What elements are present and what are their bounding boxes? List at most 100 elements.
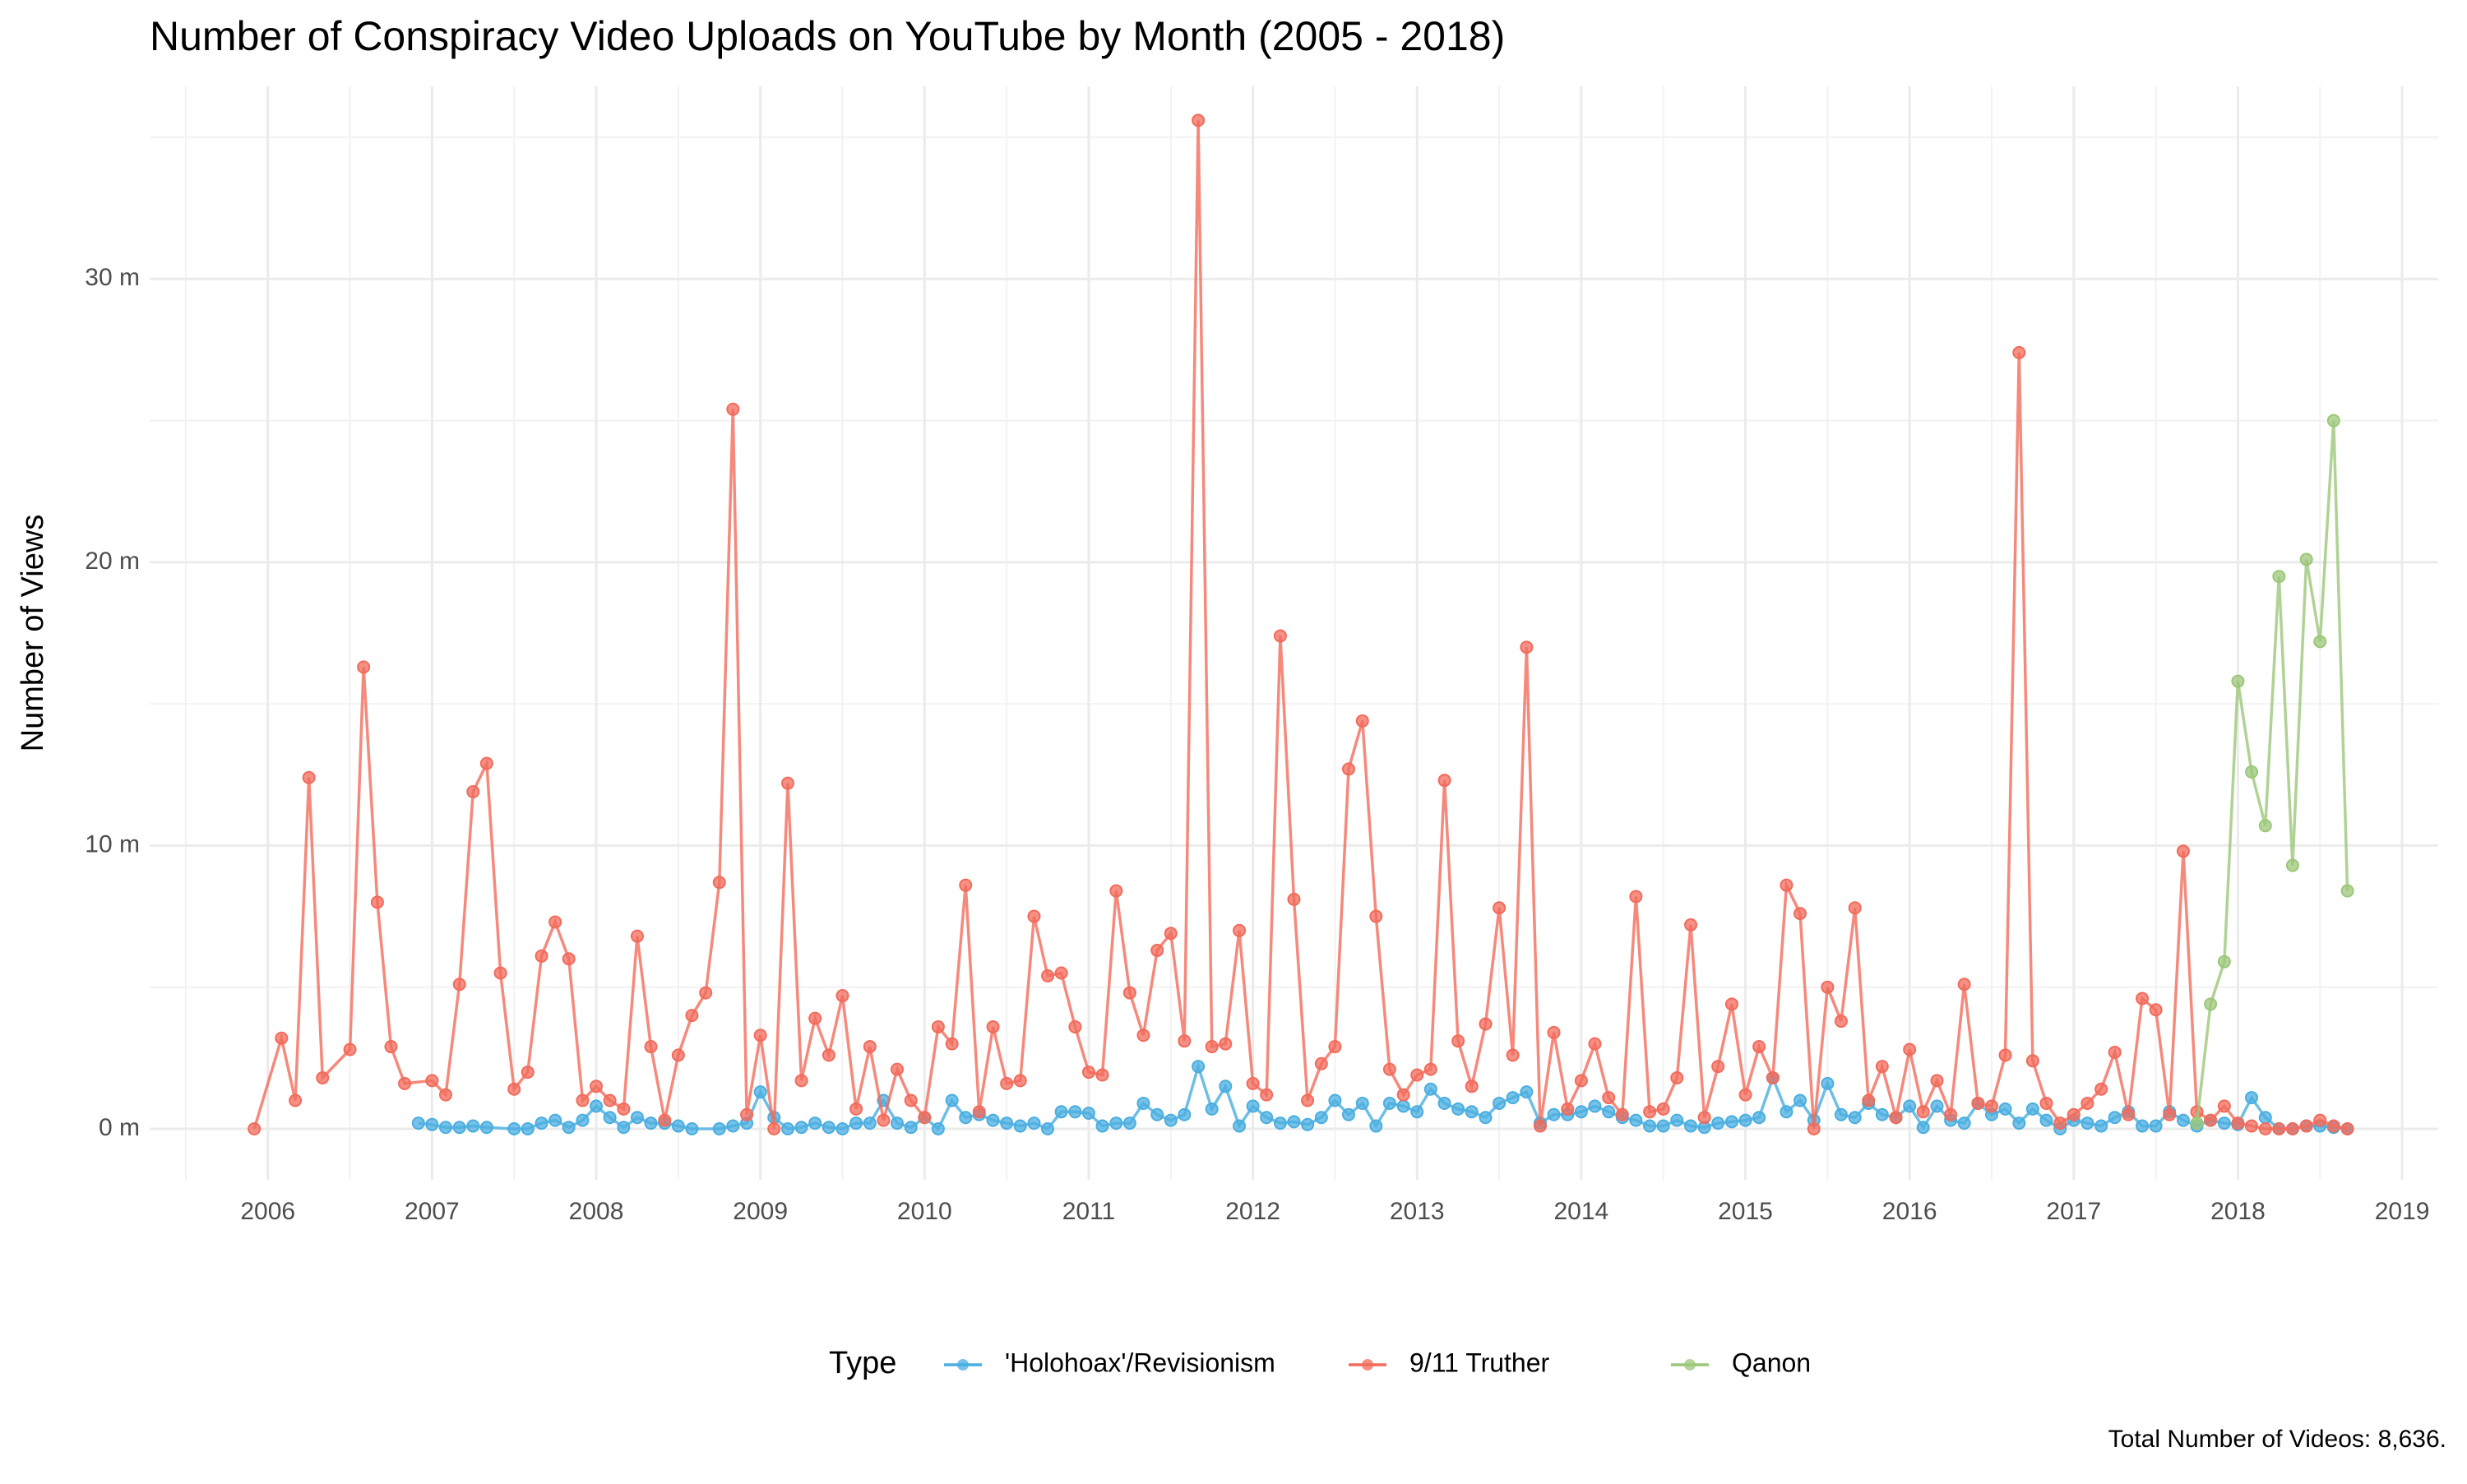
point — [959, 878, 973, 892]
point — [1068, 1019, 1082, 1033]
point — [316, 1070, 330, 1084]
point — [1821, 1076, 1835, 1090]
point — [2313, 635, 2327, 649]
point — [1301, 1117, 1315, 1131]
point — [2025, 1054, 2039, 1068]
point — [1328, 1040, 1342, 1054]
point — [2190, 1116, 2204, 1130]
point — [1451, 1102, 1465, 1116]
point — [1780, 878, 1794, 892]
point — [986, 1019, 1000, 1033]
point — [1629, 1113, 1643, 1127]
point — [1588, 1037, 1602, 1051]
x-tick-label: 2010 — [897, 1198, 952, 1225]
point — [2136, 992, 2150, 1006]
point — [2176, 1113, 2190, 1127]
point — [603, 1093, 617, 1107]
point — [603, 1111, 617, 1125]
point — [1423, 1082, 1437, 1096]
point — [1670, 1070, 1684, 1084]
point — [1260, 1088, 1274, 1102]
point — [1834, 1107, 1848, 1121]
point — [2245, 1091, 2259, 1105]
point — [699, 986, 713, 1000]
point — [1656, 1119, 1670, 1133]
point — [521, 1066, 535, 1079]
point — [479, 1121, 493, 1135]
point — [2094, 1082, 2108, 1096]
point — [1273, 1116, 1287, 1130]
point — [1122, 1116, 1136, 1130]
point — [302, 770, 316, 784]
point — [535, 949, 548, 963]
x-tick-label: 2007 — [405, 1198, 460, 1225]
point — [438, 1088, 452, 1102]
point — [1697, 1111, 1711, 1125]
point — [1095, 1068, 1109, 1082]
point — [808, 1011, 822, 1025]
point — [590, 1099, 604, 1113]
point — [1000, 1076, 1014, 1090]
point — [630, 929, 644, 943]
point — [726, 402, 740, 416]
point — [2039, 1113, 2053, 1127]
point — [2258, 1111, 2272, 1125]
point — [740, 1107, 754, 1121]
caption: Total Number of Videos: 8,636. — [2108, 1426, 2446, 1453]
point — [794, 1121, 808, 1135]
point — [1341, 762, 1355, 776]
point — [1479, 1111, 1493, 1125]
point — [835, 1121, 849, 1135]
point — [1382, 1096, 1396, 1110]
x-tick-label: 2014 — [1553, 1198, 1608, 1225]
point — [357, 660, 371, 674]
point — [1109, 884, 1123, 898]
point — [1328, 1093, 1342, 1107]
point — [1410, 1105, 1424, 1119]
point — [890, 1062, 904, 1076]
point — [1192, 113, 1206, 127]
point — [2039, 1096, 2053, 1110]
point — [1013, 1119, 1027, 1133]
point — [1150, 943, 1164, 957]
point — [452, 978, 466, 992]
legend-label: Qanon — [1732, 1348, 1811, 1377]
point — [2012, 345, 2026, 359]
point — [931, 1019, 945, 1033]
point — [1233, 1119, 1247, 1133]
point — [972, 1105, 986, 1119]
point — [507, 1082, 521, 1096]
point — [849, 1116, 863, 1130]
point — [1574, 1074, 1588, 1088]
point — [904, 1121, 918, 1135]
point — [1233, 923, 1247, 937]
point — [438, 1121, 452, 1135]
point — [1629, 890, 1643, 904]
point — [1219, 1037, 1233, 1051]
point — [1957, 978, 1971, 992]
point — [658, 1113, 672, 1127]
point — [1164, 1113, 1178, 1127]
point — [2245, 765, 2259, 779]
point — [1862, 1093, 1876, 1107]
point — [2258, 1121, 2272, 1135]
point — [931, 1121, 945, 1135]
point — [2204, 1113, 2218, 1127]
point — [2217, 1099, 2231, 1113]
point — [548, 1113, 562, 1127]
point — [521, 1121, 535, 1135]
point — [1246, 1076, 1260, 1090]
point — [1834, 1015, 1848, 1029]
point — [1574, 1105, 1588, 1119]
point — [1724, 997, 1738, 1011]
point — [877, 1113, 891, 1127]
point — [1205, 1102, 1219, 1116]
point — [1122, 986, 1136, 1000]
point — [1957, 1116, 1971, 1130]
point — [1369, 909, 1383, 923]
x-tick-label: 2013 — [1390, 1198, 1445, 1225]
point — [671, 1048, 685, 1062]
point — [1437, 774, 1451, 788]
point — [1205, 1040, 1219, 1054]
x-tick-label: 2015 — [1718, 1198, 1773, 1225]
